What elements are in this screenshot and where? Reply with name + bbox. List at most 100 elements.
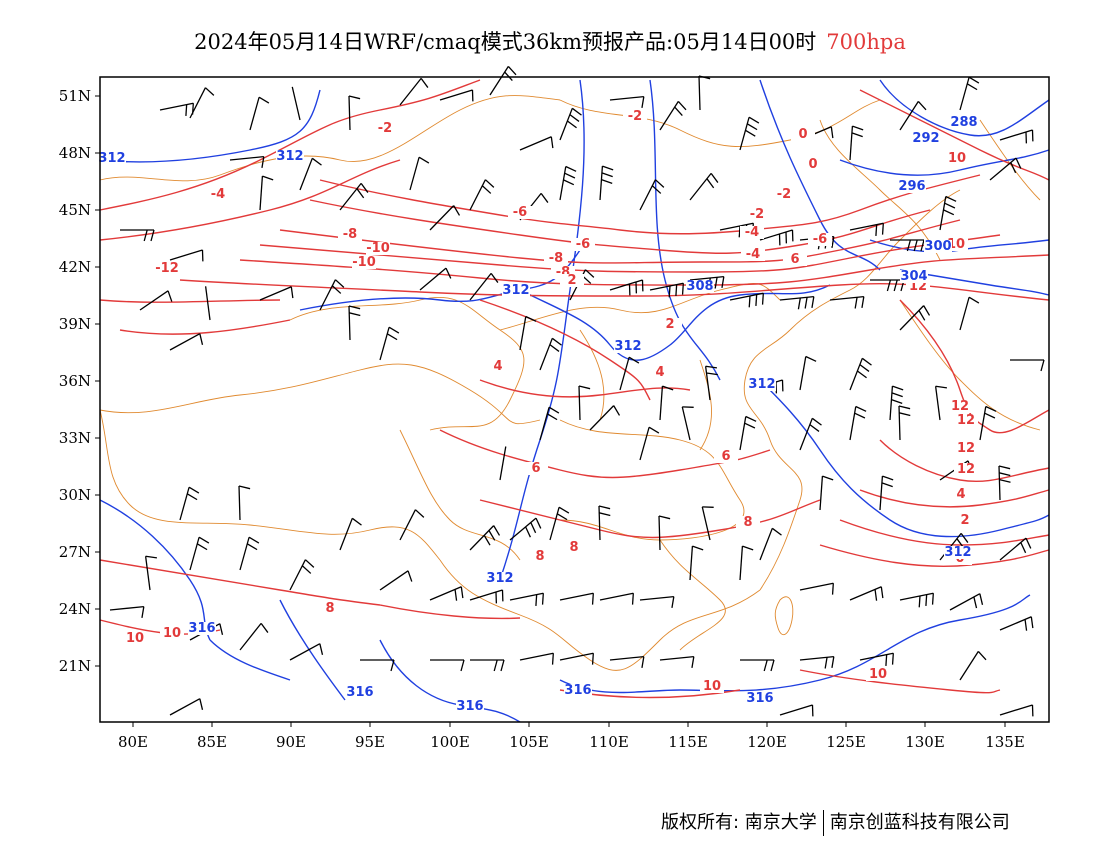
footer-separator [822, 810, 824, 836]
wind-barb [999, 537, 1032, 561]
height-label: 296 [898, 179, 925, 194]
height-label: 308 [686, 279, 713, 294]
label-background [791, 128, 815, 141]
y-tick-label: 45N [59, 201, 91, 219]
wind-barb [169, 249, 204, 262]
x-tick-label: 80E [118, 733, 148, 751]
y-tick-label: 24N [59, 600, 91, 618]
wind-barb [169, 333, 204, 351]
wind-barb [469, 525, 501, 551]
label-background [571, 238, 595, 251]
temperature-label: -8 [343, 227, 357, 242]
border-line [99, 409, 441, 561]
wind-barb [259, 175, 274, 211]
temperature-label: 6 [790, 252, 799, 267]
wind-barb [559, 652, 594, 665]
label-background [206, 188, 230, 201]
y-tick-label: 42N [59, 258, 91, 276]
label-background [801, 158, 825, 171]
height-label: 316 [746, 691, 773, 706]
wind-barb [238, 485, 251, 521]
y-tick-label: 51N [59, 87, 91, 105]
height-contour [99, 89, 321, 163]
wind-barb [239, 536, 260, 571]
temperature-label: 10 [948, 151, 966, 166]
temperature-contour [479, 379, 691, 398]
border-line [659, 539, 726, 651]
wind-barb [599, 165, 614, 201]
temperature-label: 12 [951, 399, 969, 414]
footer-right: 南京创蓝科技有限公司 [829, 812, 1010, 833]
temperature-label: -6 [813, 232, 827, 247]
temperature-label: 12 [957, 462, 975, 477]
wind-barb [698, 75, 711, 111]
wind-barb [639, 595, 675, 608]
temperature-contour [879, 439, 1050, 483]
wind-barb [348, 95, 361, 131]
wind-barb [159, 102, 194, 117]
temperature-label: 2 [665, 317, 674, 332]
label-background [318, 602, 342, 615]
temperature-contour [259, 234, 1001, 273]
wind-barb [849, 405, 867, 441]
label-background [123, 632, 147, 645]
temperature-label: -2 [628, 109, 642, 124]
wind-barb [578, 385, 591, 421]
height-label: 316 [346, 685, 373, 700]
wind-barb [681, 406, 694, 441]
wind-barb [609, 279, 644, 296]
label-background [808, 233, 832, 246]
label-background [714, 450, 738, 463]
wind-barb [999, 129, 1034, 144]
height-contour [99, 499, 211, 641]
label-background [564, 684, 592, 697]
label-background [948, 400, 972, 413]
title-level: 700hpa [826, 30, 906, 54]
wind-barb [899, 100, 927, 131]
temperature-label: 12 [957, 441, 975, 456]
temperature-contour [99, 159, 401, 241]
x-tick-label: 95E [355, 733, 385, 751]
x-tick-label: 110E [589, 733, 629, 751]
height-label: 316 [564, 683, 591, 698]
wind-barb [499, 446, 507, 481]
label-background [373, 122, 397, 135]
label-background [188, 622, 216, 635]
wind-barb [959, 296, 980, 331]
wind-barb [589, 405, 621, 431]
temperature-label: 0 [808, 157, 817, 172]
wind-barb [659, 385, 674, 421]
temperature-label: 6 [721, 449, 730, 464]
wind-barb [959, 650, 987, 681]
x-tick-label: 100E [430, 733, 470, 751]
temperature-label: -6 [576, 237, 590, 252]
wind-barb [509, 592, 544, 607]
border-line [439, 559, 761, 671]
wind-barb [120, 229, 155, 242]
wind-barb [979, 405, 997, 441]
temperature-label: 8 [743, 515, 752, 530]
label-background [614, 340, 642, 353]
temperature-contour [899, 299, 1050, 434]
y-tick-label: 21N [59, 657, 91, 675]
label-background [560, 274, 584, 287]
temperature-contour [309, 199, 931, 254]
height-contour [649, 79, 721, 381]
wind-barb [689, 545, 704, 581]
longitude-axis: 80E 85E 90E 95E 100E 105E 110E 115E 120E 125E 130E… [118, 722, 1025, 751]
wind-barb [959, 76, 980, 111]
temperature-label: -2 [750, 207, 764, 222]
wind-barb [259, 286, 294, 301]
wind-barb [559, 165, 577, 201]
temperature-label: -10 [352, 255, 376, 270]
temperature-label: 10 [163, 626, 181, 641]
wind-barb [934, 385, 948, 421]
label-background [949, 488, 973, 501]
wind-barb [639, 426, 660, 461]
wind-barb [739, 116, 760, 151]
temperature-label: 6 [531, 461, 540, 476]
x-tick-label: 130E [905, 733, 945, 751]
temperature-label: -4 [746, 247, 760, 262]
wind-barb [429, 205, 461, 231]
